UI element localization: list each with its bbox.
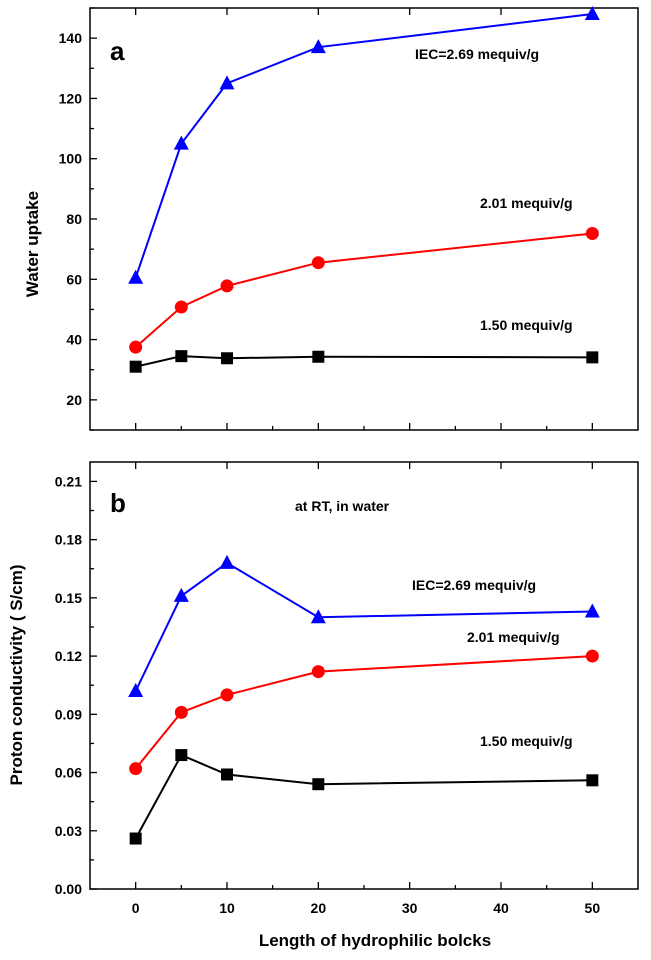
panel-a-plot-frame bbox=[89, 7, 639, 431]
panel-b-proton-conductivity-chart: 0 10 20 30 40 50 0.00 0.03 0.06 0.09 0.12 0.15 0.18… bbox=[7, 461, 639, 950]
panel-a-annotation-iec-2-69: IEC=2.69 mequiv/g bbox=[415, 46, 539, 62]
panel-b-square-marker bbox=[221, 768, 233, 781]
panel-b-y-tick-label: 0.00 bbox=[55, 881, 82, 897]
panel-b-circle-marker bbox=[174, 705, 188, 719]
panel-a-triangle-marker bbox=[584, 6, 600, 21]
panel-a-triangle-marker bbox=[128, 269, 144, 284]
panel-b-triangle-marker bbox=[128, 683, 144, 698]
panel-a-y-tick-label: 80 bbox=[66, 211, 82, 227]
panel-a-y-tick-label: 20 bbox=[66, 392, 82, 408]
panel-b-series-line-square bbox=[134, 753, 593, 840]
panel-b-square-marker bbox=[175, 749, 188, 762]
panel-b-y-tick-label: 0.18 bbox=[55, 532, 82, 548]
panel-a-y-ticks: 20 40 60 80 100 120 140 bbox=[59, 7, 97, 431]
panel-a-circle-marker bbox=[129, 340, 143, 354]
panel-b-y-tick-label: 0.12 bbox=[55, 648, 82, 664]
panel-a-y-axis-title: Water uptake bbox=[23, 191, 42, 297]
panel-b-x-tick-label: 30 bbox=[402, 900, 418, 916]
panel-a-series-line-square bbox=[135, 355, 593, 368]
panel-a-y-tick-label: 100 bbox=[59, 151, 83, 167]
panel-b-y-tick-label: 0.21 bbox=[55, 473, 82, 489]
panel-b-triangle-marker bbox=[173, 587, 189, 602]
panel-a-y-tick-label: 40 bbox=[66, 332, 82, 348]
panel-a-water-uptake-chart: 20 40 60 80 100 120 140 a Water uptake IEC=2.6… bbox=[23, 6, 639, 431]
panel-a-triangle-marker bbox=[173, 135, 189, 150]
panel-b-annotation-2-01: 2.01 mequiv/g bbox=[467, 629, 560, 645]
panel-b-x-axis-title: Length of hydrophilic bolcks bbox=[259, 931, 491, 950]
panel-a-circle-marker bbox=[220, 279, 234, 293]
panel-b-series-line-circle bbox=[134, 655, 593, 770]
panel-a-triangle-marker bbox=[310, 39, 326, 54]
panel-b-x-tick-label: 0 bbox=[132, 900, 140, 916]
panel-b-circle-marker bbox=[129, 762, 143, 776]
panel-a-series bbox=[128, 6, 600, 373]
panel-b-annotation-iec-2-69: IEC=2.69 mequiv/g bbox=[412, 577, 536, 593]
panel-b-square-marker bbox=[129, 832, 142, 845]
panel-a-annotation-1-50: 1.50 mequiv/g bbox=[480, 317, 573, 333]
panel-b-square-marker bbox=[586, 774, 599, 787]
panel-b-triangle-marker bbox=[219, 554, 235, 569]
panel-b-plot-frame bbox=[89, 461, 639, 890]
panel-b-series bbox=[128, 554, 600, 845]
panel-b-y-tick-label: 0.03 bbox=[55, 823, 82, 839]
panel-a-annotation-2-01: 2.01 mequiv/g bbox=[480, 195, 573, 211]
panel-b-annotation-conditions: at RT, in water bbox=[295, 498, 390, 514]
panel-a-label: a bbox=[110, 36, 125, 66]
panel-b-x-tick-label: 20 bbox=[311, 900, 327, 916]
panel-a-y-tick-label: 140 bbox=[59, 30, 83, 46]
panel-b-y-axis-title: Proton conductivity ( S/cm) bbox=[7, 564, 26, 785]
panel-a-circle-marker bbox=[311, 256, 325, 270]
panel-b-circle-marker bbox=[220, 688, 234, 702]
panel-b-annotation-1-50: 1.50 mequiv/g bbox=[480, 733, 573, 749]
panel-a-square-marker bbox=[312, 350, 325, 363]
panel-b-triangle-marker bbox=[584, 603, 600, 618]
panel-a-triangle-marker bbox=[219, 75, 235, 90]
panel-b-y-tick-label: 0.15 bbox=[55, 590, 82, 606]
panel-a-circle-marker bbox=[585, 226, 599, 240]
panel-b-x-tick-label: 10 bbox=[219, 900, 235, 916]
panel-a-y-tick-label: 120 bbox=[59, 90, 83, 106]
panel-b-triangle-marker bbox=[310, 609, 326, 624]
panel-a-y-tick-label: 60 bbox=[66, 271, 82, 287]
panel-a-square-marker bbox=[221, 352, 233, 365]
panel-b-square-marker bbox=[312, 778, 325, 791]
panel-a-x-ticks bbox=[135, 8, 593, 430]
panel-b-x-tick-label: 40 bbox=[493, 900, 509, 916]
panel-b-y-ticks: 0.00 0.03 0.06 0.09 0.12 0.15 0.18 0.21 bbox=[55, 473, 97, 897]
panel-b-x-tick-label: 50 bbox=[585, 900, 601, 916]
panel-a-square-marker bbox=[129, 360, 142, 373]
panel-b-y-tick-label: 0.06 bbox=[55, 765, 82, 781]
panel-a-circle-marker bbox=[174, 300, 188, 314]
panel-b-x-ticks: 0 10 20 30 40 50 bbox=[132, 462, 601, 916]
panel-b-y-tick-label: 0.09 bbox=[55, 706, 82, 722]
panel-b-circle-marker bbox=[311, 665, 325, 679]
panel-a-square-marker bbox=[175, 350, 188, 363]
panel-a-square-marker bbox=[586, 351, 599, 364]
panel-b-circle-marker bbox=[585, 649, 599, 663]
panel-b-label: b bbox=[110, 488, 126, 518]
